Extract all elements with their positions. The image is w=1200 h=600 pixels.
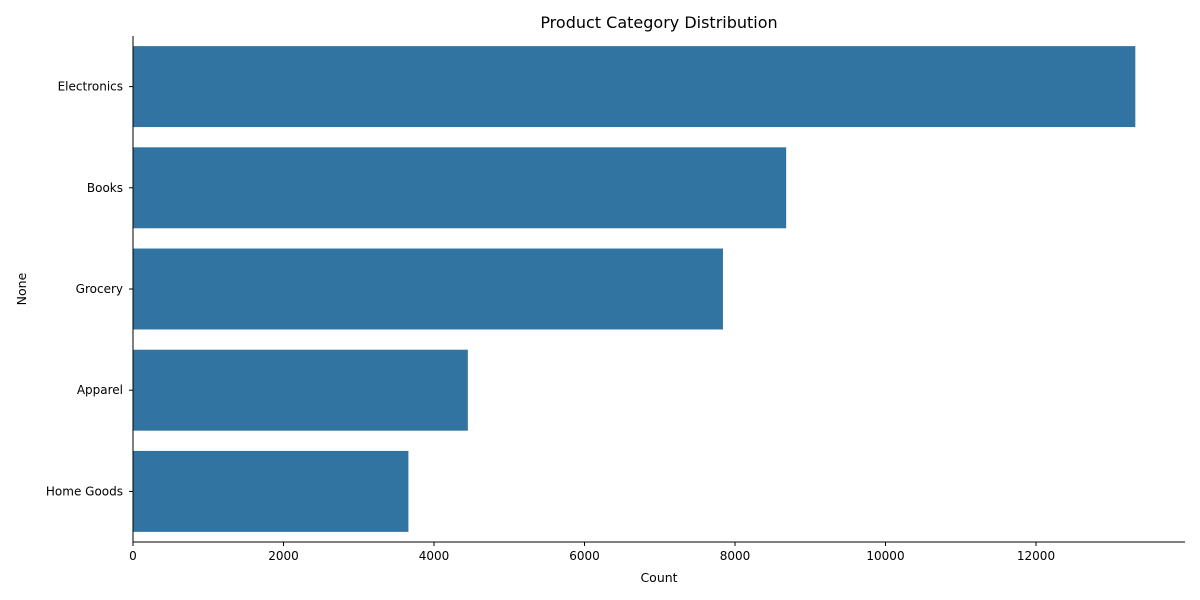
x-axis-ticks: 0 2000 4000 6000 8000 10000 12000	[129, 542, 1055, 563]
y-tick-label: Grocery	[76, 282, 123, 296]
x-tick-label: 4000	[419, 549, 450, 563]
x-tick-label: 6000	[569, 549, 600, 563]
x-tick-label: 0	[129, 549, 137, 563]
bars-group	[133, 46, 1136, 532]
y-axis-ticks: Electronics Books Grocery Apparel Home Goods	[46, 80, 133, 498]
bar-books	[133, 147, 787, 229]
bar-grocery	[133, 248, 723, 330]
x-tick-label: 8000	[720, 549, 751, 563]
y-tick-label: Home Goods	[46, 484, 123, 498]
x-tick-label: 10000	[866, 549, 904, 563]
y-axis-label: None	[14, 272, 29, 305]
x-tick-label: 12000	[1017, 549, 1055, 563]
bar-apparel	[133, 349, 468, 431]
chart-title: Product Category Distribution	[540, 13, 777, 32]
y-tick-label: Electronics	[58, 80, 123, 94]
y-tick-label: Books	[87, 181, 123, 195]
x-axis-label: Count	[640, 570, 677, 585]
y-tick-label: Apparel	[77, 383, 123, 397]
x-tick-label: 2000	[268, 549, 299, 563]
bar-home-goods	[133, 450, 409, 532]
bar-electronics	[133, 46, 1136, 128]
